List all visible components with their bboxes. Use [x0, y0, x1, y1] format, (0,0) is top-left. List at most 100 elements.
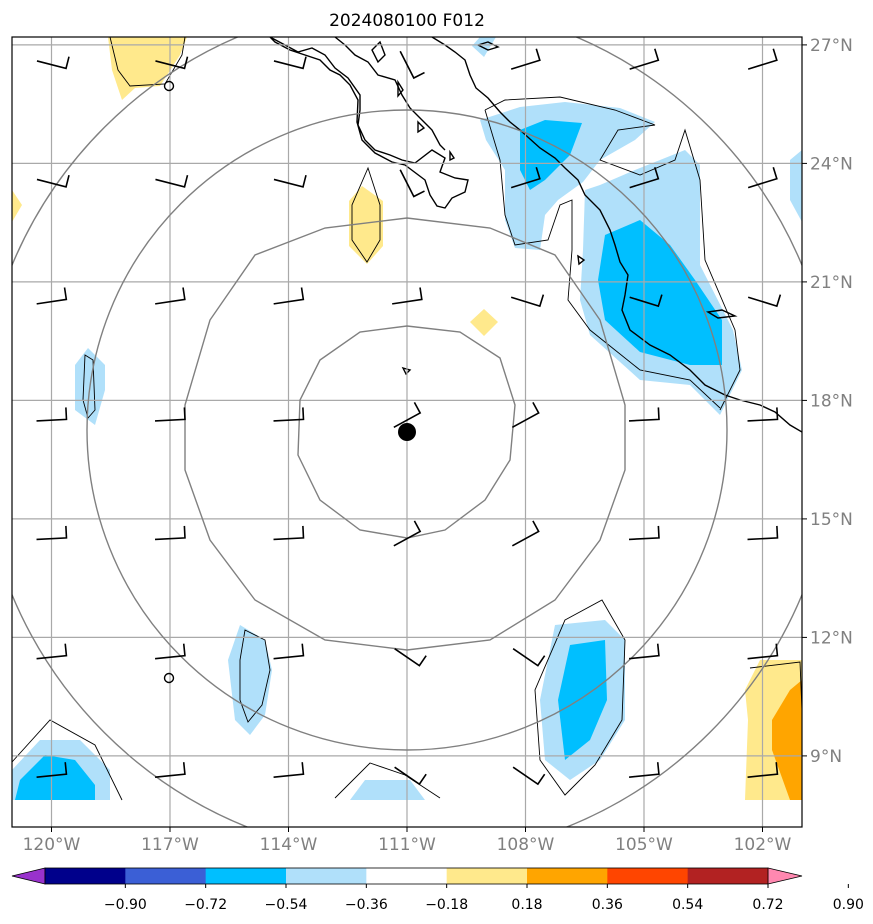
latitude-axis: 27°N 24°N 21°N 18°N 15°N 12°N 9°N	[802, 36, 853, 767]
wind-barb	[511, 520, 540, 547]
colorbar-segment	[446, 868, 528, 884]
wind-barb	[629, 167, 660, 189]
lon-tick-label: 117°W	[141, 835, 199, 855]
shaded-region	[349, 186, 383, 264]
shaded-region	[12, 190, 22, 222]
wind-barb	[154, 525, 186, 541]
wind-barb	[512, 766, 546, 786]
wind-barb	[394, 766, 427, 786]
shaded-region	[472, 37, 496, 57]
map-title: 2024080100 F012	[329, 11, 485, 31]
wind-barb	[399, 169, 425, 198]
shaded-region	[790, 150, 802, 222]
lat-tick-label: 9°N	[810, 747, 842, 767]
lat-tick-label: 15°N	[810, 510, 853, 530]
colorbar-segment	[366, 868, 448, 884]
shaded-region	[772, 680, 802, 800]
map-area	[12, 37, 802, 827]
range-ring-2	[184, 217, 626, 651]
colorbar-tick-label: 0.54	[672, 897, 703, 913]
colorbar-tick-label: 0.72	[752, 897, 783, 913]
lon-tick-label: 114°W	[260, 835, 318, 855]
colorbar-tick-label: −0.54	[265, 897, 308, 913]
wind-barb	[629, 294, 663, 308]
wind-barb	[154, 407, 186, 422]
shaded-region	[228, 625, 272, 735]
wind-barb	[36, 643, 68, 660]
wind-barb	[511, 402, 540, 429]
colorbar-segment	[45, 868, 126, 884]
wind-barb	[628, 407, 660, 422]
colorbar-segment	[687, 868, 769, 884]
shaded-region	[108, 37, 187, 100]
wind-barb	[747, 643, 779, 660]
lat-tick-label: 24°N	[810, 154, 853, 174]
wind-barb	[747, 48, 778, 70]
wind-barb	[273, 56, 307, 70]
wind-barb	[273, 175, 307, 188]
lat-tick-label: 12°N	[810, 628, 853, 648]
wind-barb	[273, 525, 305, 541]
wind-barb	[273, 407, 305, 422]
wind-barb	[747, 167, 778, 189]
colorbar-extend-high	[767, 867, 803, 885]
colorbar-tick-label: 0.18	[511, 897, 542, 913]
lon-tick-label: 111°W	[378, 835, 436, 855]
shaded-region	[470, 309, 498, 336]
colorbar-tick-label: −0.36	[345, 897, 388, 913]
wind-barb	[154, 762, 186, 778]
range-ring-3	[86, 109, 728, 751]
lon-tick-label: 105°W	[615, 835, 673, 855]
wind-barb	[512, 648, 546, 667]
wind-barb	[273, 643, 305, 660]
colorbar-tick-label: −0.90	[104, 897, 147, 913]
colorbar-tick-label: 0.90	[833, 897, 864, 913]
wind-barb	[392, 287, 423, 305]
colorbar: −0.90 −0.72 −0.54 −0.36 −0.18 0.18 0.36 0.54 0.7…	[11, 867, 864, 913]
wind-barb	[36, 407, 68, 422]
wind-barb	[747, 762, 779, 778]
colorbar-segment	[527, 868, 608, 884]
wind-barb	[393, 402, 422, 429]
wind-barb	[273, 287, 305, 305]
shaded-region	[558, 640, 607, 760]
storm-center-marker	[398, 423, 416, 441]
wind-barb	[36, 287, 68, 305]
wind-barb	[747, 407, 779, 422]
colorbar-extend-low	[11, 867, 46, 885]
wind-barb	[155, 175, 189, 188]
wind-barb	[629, 48, 660, 70]
colorbar-outline	[44, 867, 769, 885]
colorbar-tick-label: 0.36	[592, 897, 623, 913]
positive-shading	[12, 37, 802, 800]
coastline	[269, 37, 802, 433]
wind-barb	[510, 48, 541, 70]
station-marker	[163, 80, 175, 92]
wind-barb	[154, 643, 186, 660]
lon-tick-label: 120°W	[23, 835, 81, 855]
colorbar-segment	[607, 868, 689, 884]
lat-tick-label: 27°N	[810, 36, 853, 56]
lat-tick-label: 18°N	[810, 391, 853, 411]
colorbar-segment	[286, 868, 367, 884]
wind-barb	[155, 56, 189, 70]
wind-barb	[510, 294, 545, 308]
wind-barb	[36, 762, 68, 778]
wind-barb	[628, 525, 660, 541]
longitude-axis: 120°W 117°W 114°W 111°W 108°W 105°W 102°W	[23, 827, 792, 855]
wind-barb	[399, 50, 425, 80]
colorbar-segment	[205, 868, 287, 884]
wind-barbs	[36, 48, 782, 786]
wind-barb	[510, 167, 541, 189]
colorbar-tick-label: −0.72	[184, 897, 227, 913]
anomaly-contours	[12, 37, 802, 801]
wind-barb	[628, 762, 660, 778]
station-marker	[163, 672, 175, 684]
wind-barb	[393, 520, 422, 547]
wind-barb	[628, 643, 660, 660]
wind-barb	[273, 762, 305, 778]
wind-barb	[36, 175, 70, 188]
colorbar-segment	[125, 868, 207, 884]
wind-barb	[747, 294, 782, 308]
shaded-region	[350, 780, 425, 800]
